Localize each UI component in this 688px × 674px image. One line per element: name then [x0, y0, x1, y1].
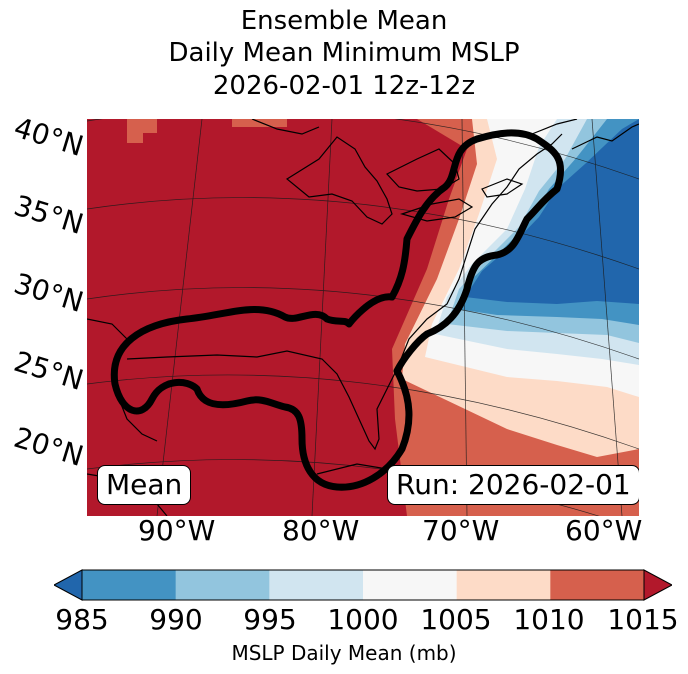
meridian-60w: [591, 119, 623, 516]
coast-nova-scotia: [571, 123, 639, 150]
title-line-3: 2026-02-01 12z-12z: [212, 71, 476, 101]
colorbar-cell: [456, 570, 551, 600]
colorbar-title: MSLP Daily Mean (mb): [231, 641, 457, 665]
title-line-1: Ensemble Mean: [240, 6, 448, 36]
coast-lake-michigan: [285, 136, 393, 225]
colorbar-over-arrow: [643, 569, 672, 601]
lon-label-60w: 60°W: [565, 514, 643, 547]
colorbar-cells: [82, 570, 645, 600]
colorbar-cell: [82, 570, 177, 600]
legend-mean-box: Mean: [97, 465, 192, 505]
colorbar-tick-985: 985: [55, 603, 109, 636]
mslp-map: Mean Run: 2026-02-01: [87, 119, 639, 516]
title-line-2: Daily Mean Minimum MSLP: [168, 38, 520, 68]
map-canvas: [87, 119, 639, 516]
coast-lake-superior: [251, 119, 320, 135]
lat-label-40n: 40°N: [10, 110, 88, 163]
lat-label-30n: 30°N: [10, 266, 88, 319]
lon-label-80w: 80°W: [282, 514, 360, 547]
parallel-25n: [87, 374, 639, 450]
field-1010-patch-n: [232, 119, 287, 127]
colorbar-tick-1015: 1015: [607, 603, 679, 636]
lat-label-25n: 25°N: [10, 344, 88, 397]
coast-lake-ontario: [481, 178, 524, 198]
lat-label-20n: 20°N: [10, 420, 88, 473]
colorbar: [54, 569, 672, 601]
colorbar-tick-1005: 1005: [420, 603, 492, 636]
meridian-70w: [461, 119, 468, 516]
contour-1015: [110, 129, 565, 491]
coast-gulf-atlantic: [126, 133, 563, 451]
colorbar-cell: [175, 570, 270, 600]
coast-lake-erie: [399, 198, 474, 222]
colorbar-tick-1000: 1000: [327, 603, 399, 636]
parallel-35n: [87, 197, 639, 270]
colorbar-tick-995: 995: [243, 603, 297, 636]
legend-run-box: Run: 2026-02-01: [387, 465, 639, 505]
colorbar-cell: [269, 570, 364, 600]
coast-lake-huron: [386, 148, 460, 192]
parallel-30n: [87, 287, 639, 360]
parallel-20n: [87, 459, 600, 516]
parallel-40n: [87, 119, 639, 180]
colorbar-under-arrow: [54, 569, 83, 601]
colorbar-cell: [363, 570, 458, 600]
colorbar-tick-1010: 1010: [513, 603, 585, 636]
coast-maine: [531, 119, 578, 135]
legend-run-text: Run: 2026-02-01: [396, 468, 631, 501]
colorbar-tick-990: 990: [149, 603, 203, 636]
graticule: [87, 119, 639, 516]
colorbar-cell: [550, 570, 645, 600]
field-1010-patch-nw: [127, 119, 157, 143]
legend-mean-text: Mean: [106, 468, 183, 501]
colorbar-outline: [81, 569, 645, 601]
lat-label-35n: 35°N: [10, 188, 88, 241]
lon-label-90w: 90°W: [138, 514, 216, 547]
lon-label-70w: 70°W: [422, 514, 500, 547]
